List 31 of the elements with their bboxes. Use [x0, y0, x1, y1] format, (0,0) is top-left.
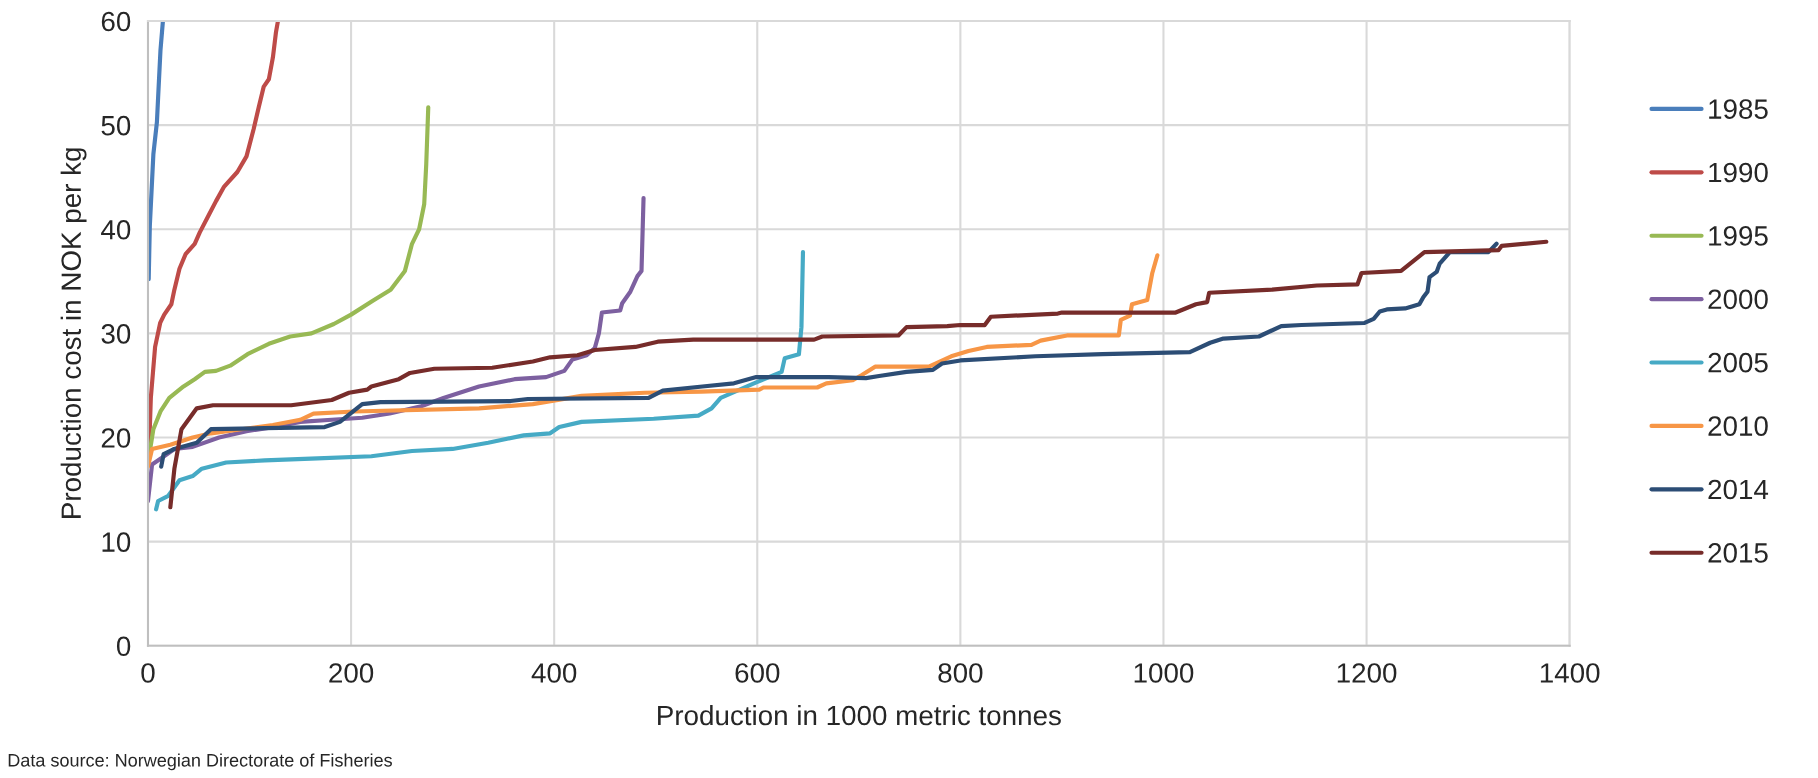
- x-tick-label: 1000: [1134, 663, 1194, 683]
- x-tick-label: 400: [531, 663, 577, 683]
- x-tick-label: 600: [735, 663, 780, 683]
- y-tick-label: 30: [101, 324, 131, 344]
- x-tick-label: 1400: [1540, 663, 1600, 683]
- legend-label: 2005: [1708, 352, 1768, 373]
- y-tick-label: 50: [101, 115, 131, 136]
- x-tick-label: 200: [329, 663, 374, 683]
- x-tick-label: 1200: [1337, 663, 1397, 683]
- y-tick-label: 10: [102, 532, 131, 552]
- y-axis-title: Production cost in NOK per kg: [60, 148, 87, 518]
- x-tick-label: 800: [938, 663, 983, 683]
- line-series: [168, 239, 1549, 510]
- legend-label: 2010: [1708, 416, 1768, 436]
- y-tick-label: 20: [101, 428, 131, 448]
- legend-label: 1985: [1709, 99, 1768, 119]
- x-axis-title: Production in 1000 metric tonnes: [658, 704, 1061, 726]
- x-tick-label: 0: [141, 663, 155, 683]
- y-tick-label: 60: [101, 11, 131, 32]
- legend-label: 2014: [1708, 479, 1769, 500]
- source-note: Data source: Norwegian Directorate of Fisheries: [8, 753, 392, 771]
- line-series: [147, 253, 1160, 469]
- legend-label: 2000: [1708, 289, 1768, 310]
- line-series: [154, 250, 806, 512]
- line-series: [147, 21, 165, 282]
- y-tick-label: 40: [101, 219, 131, 240]
- legend-label: 1990: [1709, 162, 1768, 183]
- legend-label: 1995: [1709, 226, 1768, 246]
- legend-label: 2015: [1708, 543, 1768, 563]
- line-series: [159, 241, 1499, 469]
- y-tick-label: 0: [116, 636, 131, 657]
